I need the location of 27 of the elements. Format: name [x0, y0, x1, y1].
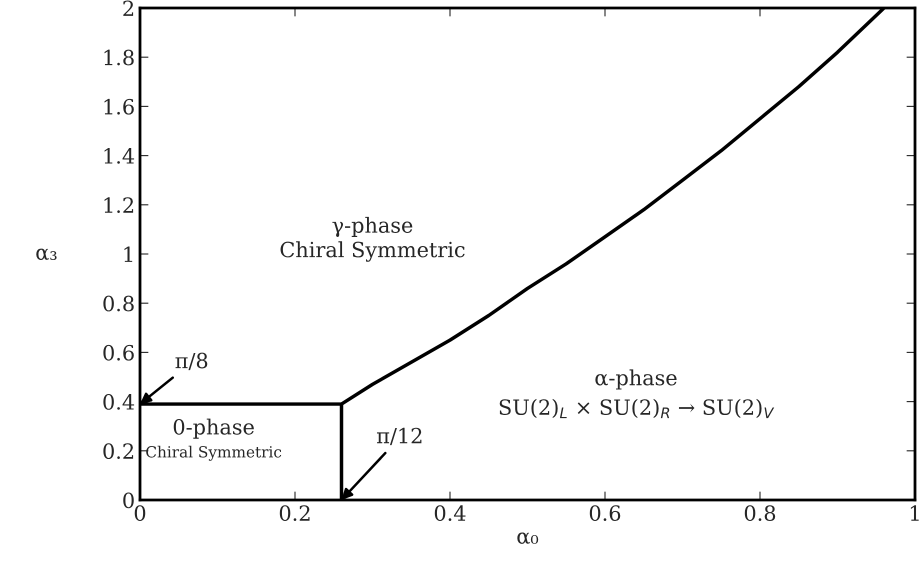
y-tick-label: 1.6 [104, 98, 134, 115]
y-tick-label: 1 [124, 246, 132, 262]
y-tick-label: 1.2 [104, 197, 134, 214]
x-tick-label: 0.8 [744, 505, 776, 521]
x-tick-label: 0.6 [590, 505, 620, 521]
x-tick-label: 0.4 [434, 505, 466, 521]
y-tick-label: 0.6 [103, 344, 134, 361]
y-tick-label: 2 [123, 0, 134, 16]
x-tick-label: 0.2 [280, 505, 310, 521]
annotation: α-phase [595, 369, 677, 390]
annotation: Chiral Symmetric [146, 446, 282, 461]
y-tick-label: 1.4 [104, 148, 134, 164]
x-tick-label: 1 [910, 505, 919, 521]
y-tick-label: 0.8 [103, 296, 134, 312]
annotation: Chiral Symmetric [280, 241, 465, 262]
y-tick-label: 0.4 [103, 394, 134, 410]
x-tick-label: 0 [134, 505, 146, 521]
y-tick-label: 0 [123, 492, 134, 508]
annotation: π/8 [175, 352, 208, 370]
y-tick-label: 1.8 [104, 50, 134, 66]
annotation: π/12 [376, 428, 422, 446]
annotation: 0-phase [174, 418, 254, 439]
annotation: γ-phase [332, 216, 412, 238]
y-tick-label: 0.2 [103, 443, 134, 460]
annotation: SU(2)$_{L}$ × SU(2)$_{R}$ → SU(2)$_{V}$ [500, 398, 774, 418]
x-axis-title: α₀ [517, 532, 538, 544]
y-axis-title: α₃ [36, 248, 57, 260]
